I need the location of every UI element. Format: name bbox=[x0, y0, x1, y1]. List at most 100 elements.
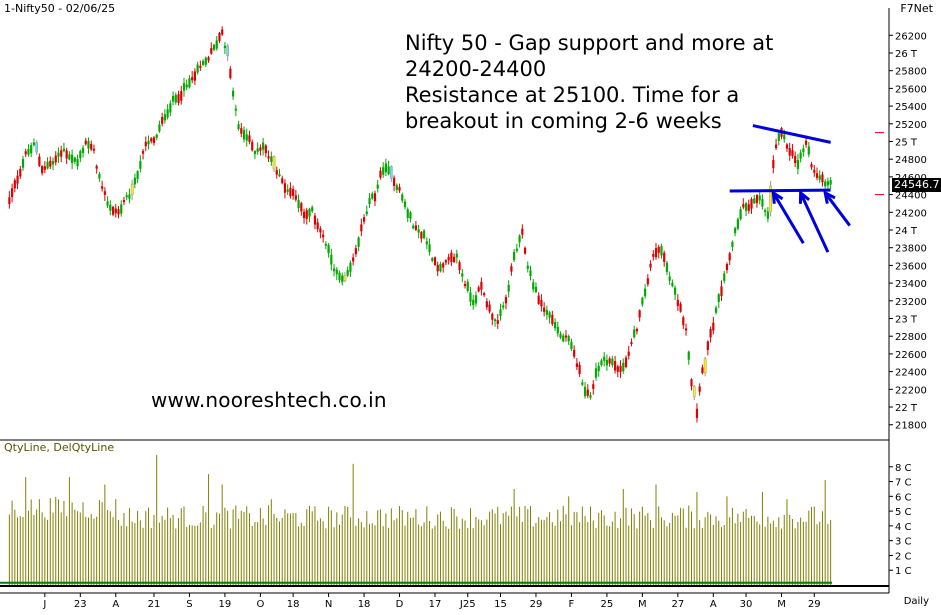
candle-body bbox=[570, 341, 573, 350]
candle-body bbox=[663, 252, 666, 262]
candle-body bbox=[141, 150, 145, 154]
candle-body bbox=[390, 166, 393, 179]
candle-body bbox=[444, 260, 448, 263]
price-tick-label: 23200 bbox=[895, 297, 927, 308]
arrow-shaft bbox=[823, 191, 851, 227]
candle-body bbox=[526, 265, 529, 269]
candle-body bbox=[16, 175, 19, 184]
arrow-head bbox=[771, 189, 784, 204]
candle-body bbox=[349, 262, 352, 272]
candle-body bbox=[518, 235, 521, 243]
price-tick-label: 24400 bbox=[895, 191, 927, 202]
candle-body bbox=[60, 150, 63, 157]
candle-body bbox=[613, 361, 617, 371]
candle-body bbox=[556, 326, 559, 334]
candle-body bbox=[660, 246, 663, 256]
candle-body bbox=[734, 228, 737, 234]
candle-body bbox=[316, 222, 319, 230]
candle-body bbox=[627, 351, 630, 356]
candle-body bbox=[73, 157, 76, 162]
candle-body bbox=[65, 150, 68, 159]
frequency-label[interactable]: Daily bbox=[903, 596, 929, 607]
candle-body bbox=[286, 189, 289, 192]
x-tick-label: J bbox=[42, 599, 46, 610]
x-tick-label: D bbox=[396, 599, 404, 610]
candle-body bbox=[327, 244, 330, 254]
candle-body bbox=[804, 140, 808, 145]
price-tick-label: 25600 bbox=[895, 84, 927, 95]
candle-body bbox=[30, 145, 33, 154]
price-tick-label: 23600 bbox=[895, 261, 927, 272]
candle-body bbox=[739, 209, 742, 220]
candle-body bbox=[51, 161, 55, 165]
candle-body bbox=[191, 77, 194, 81]
candle-body bbox=[139, 161, 142, 169]
candle-body bbox=[447, 256, 450, 261]
candle-body bbox=[499, 309, 502, 316]
candle-body bbox=[731, 241, 734, 247]
candle-body bbox=[71, 154, 74, 164]
candle-body bbox=[472, 299, 475, 306]
candle-body bbox=[341, 275, 344, 283]
candle-body bbox=[204, 57, 207, 65]
candle-body bbox=[802, 148, 805, 153]
candle-body bbox=[174, 94, 177, 103]
candle-body bbox=[262, 142, 265, 150]
candle-body bbox=[163, 114, 166, 121]
candle-body bbox=[302, 211, 306, 219]
candle-body bbox=[586, 389, 589, 396]
candle-body bbox=[387, 166, 390, 175]
candle-body bbox=[668, 276, 671, 281]
candle-body bbox=[10, 188, 14, 198]
candle-body bbox=[562, 335, 565, 342]
candle-body bbox=[794, 155, 797, 164]
candle-body bbox=[92, 148, 96, 151]
candle-body bbox=[824, 181, 827, 187]
candle-body bbox=[357, 237, 360, 247]
candle-body bbox=[253, 151, 257, 155]
candle-body bbox=[144, 141, 147, 147]
candle-body bbox=[324, 243, 327, 246]
candle-body bbox=[133, 177, 136, 185]
candle-body bbox=[210, 48, 213, 54]
last-price-badge: 24546.7 bbox=[892, 178, 941, 192]
candle-body bbox=[32, 142, 36, 146]
candle-body bbox=[368, 197, 371, 205]
candle-body bbox=[507, 284, 510, 292]
candle-body bbox=[248, 135, 251, 142]
candle-body bbox=[450, 252, 453, 263]
price-tick-label: 21800 bbox=[895, 421, 927, 432]
candle-body bbox=[818, 175, 821, 180]
x-tick-label: 30 bbox=[740, 599, 753, 610]
candle-body bbox=[485, 301, 488, 308]
candle-body bbox=[196, 64, 199, 73]
candle-body bbox=[654, 248, 658, 258]
candle-body bbox=[98, 173, 101, 179]
candle-body bbox=[529, 270, 532, 276]
candle-body bbox=[436, 264, 439, 272]
candle-body bbox=[690, 379, 693, 387]
candle-body bbox=[821, 174, 824, 183]
candle-body bbox=[706, 341, 709, 350]
candle-body bbox=[38, 156, 41, 166]
candle-body bbox=[717, 294, 720, 302]
candle-body bbox=[346, 270, 349, 276]
price-tick-label: 26 T bbox=[895, 49, 918, 60]
candle-body bbox=[281, 178, 284, 184]
candle-body bbox=[540, 300, 543, 307]
price-tick-label: 23400 bbox=[895, 279, 927, 290]
candle-body bbox=[439, 264, 442, 272]
price-tick-label: 23 T bbox=[895, 315, 918, 326]
candle-body bbox=[466, 281, 469, 291]
candle-body bbox=[212, 44, 216, 50]
candle-body bbox=[769, 185, 772, 212]
symbol-date-label: 1-Nifty50 - 02/06/25 bbox=[4, 2, 116, 15]
candle-body bbox=[79, 151, 82, 159]
candle-body bbox=[504, 296, 508, 304]
candle-body bbox=[106, 201, 109, 206]
candle-body bbox=[513, 251, 516, 261]
candle-body bbox=[537, 295, 540, 304]
volume-tick-label: 6 C bbox=[895, 492, 912, 503]
candle-body bbox=[114, 208, 117, 214]
